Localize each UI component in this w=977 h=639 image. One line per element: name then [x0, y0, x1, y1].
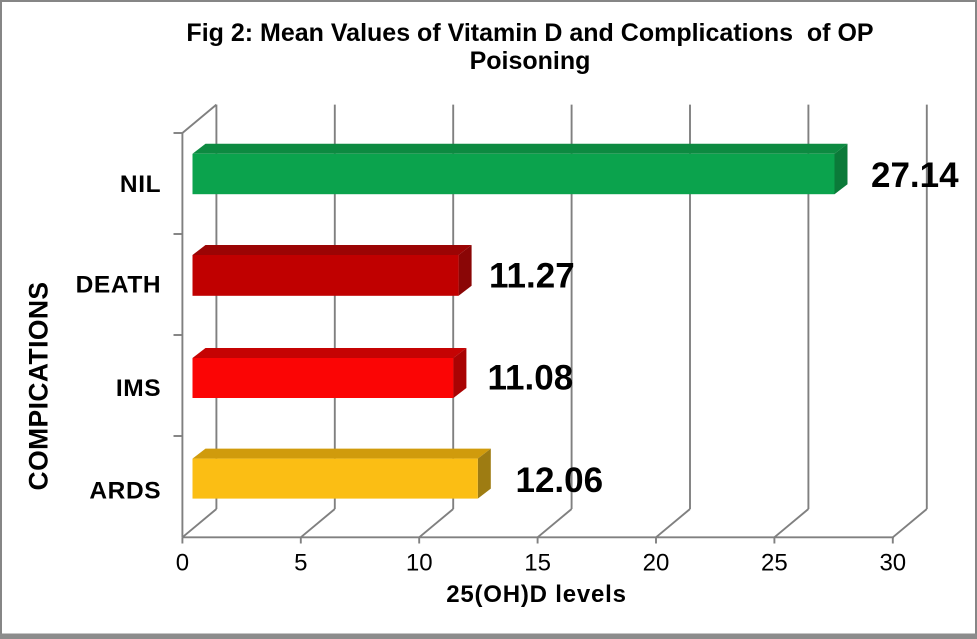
svg-text:12.06: 12.06: [516, 461, 604, 500]
svg-text:20: 20: [643, 549, 670, 576]
svg-text:11.08: 11.08: [488, 358, 574, 397]
svg-text:25: 25: [761, 549, 788, 576]
svg-text:ARDS: ARDS: [89, 477, 161, 504]
svg-text:NIL: NIL: [120, 171, 161, 198]
svg-text:Poisoning: Poisoning: [470, 47, 591, 75]
svg-text:0: 0: [176, 549, 189, 576]
svg-text:DEATH: DEATH: [76, 271, 162, 298]
svg-text:10: 10: [406, 549, 433, 576]
svg-text:5: 5: [294, 549, 307, 576]
svg-text:11.27: 11.27: [489, 256, 575, 295]
svg-text:COMPICATIONS: COMPICATIONS: [24, 282, 54, 491]
svg-text:IMS: IMS: [116, 375, 161, 402]
svg-text:15: 15: [524, 549, 551, 576]
svg-text:25(OH)D levels: 25(OH)D levels: [446, 581, 627, 608]
svg-text:30: 30: [879, 549, 906, 576]
svg-text:27.14: 27.14: [871, 156, 959, 195]
svg-text:Fig 2: Mean Values of Vitamin: Fig 2: Mean Values of Vitamin D and Comp…: [186, 19, 873, 47]
